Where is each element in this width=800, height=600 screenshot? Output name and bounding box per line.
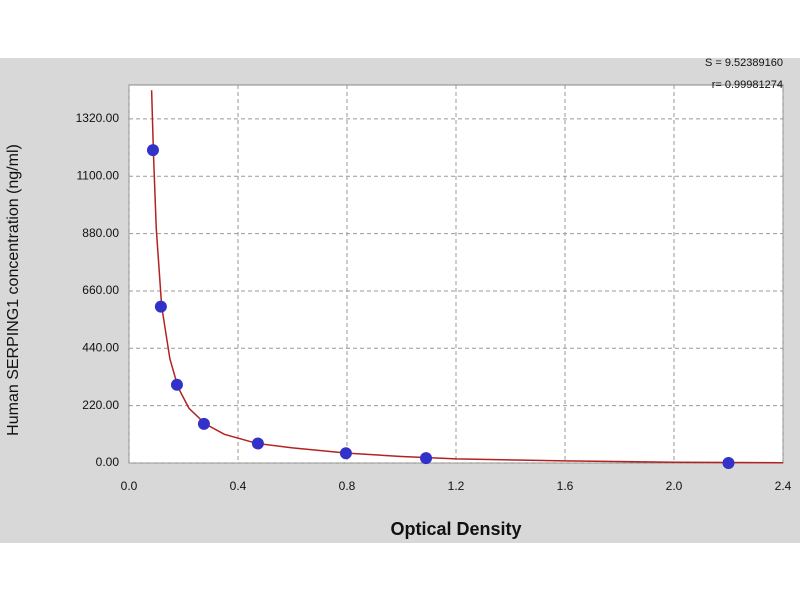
annotation: S = 9.52389160 [705, 57, 783, 69]
x-tick-label: 0.0 [121, 479, 138, 493]
data-point [339, 447, 352, 460]
x-tick-label: 0.4 [230, 479, 247, 493]
y-tick-label: 1100.00 [77, 168, 120, 182]
x-tick-label: 1.6 [557, 479, 574, 493]
x-tick-label: 0.8 [339, 479, 356, 493]
fit-curve [150, 90, 784, 464]
x-tick-label: 2.0 [666, 479, 683, 493]
y-tick-label: 220.00 [82, 398, 119, 412]
data-point [251, 437, 264, 450]
y-tick-label: 660.00 [82, 283, 119, 297]
y-tick-label: 1320.00 [76, 111, 120, 125]
annotation: r= 0.99981274 [712, 79, 783, 91]
data-point [146, 144, 159, 157]
x-axis-title: Optical Density [390, 519, 521, 539]
x-tick-label: 1.2 [448, 479, 465, 493]
y-tick-label: 0.00 [96, 455, 120, 469]
data-point [722, 457, 735, 469]
y-tick-label: 440.00 [82, 340, 119, 354]
y-tick-label: 880.00 [82, 226, 119, 240]
y-axis-title: Human SERPING1 concentration (ng/ml) [5, 144, 22, 436]
data-point [197, 417, 210, 430]
data-point [170, 378, 183, 391]
x-tick-label: 2.4 [775, 479, 792, 493]
data-point [420, 452, 433, 465]
data-point [154, 300, 167, 313]
